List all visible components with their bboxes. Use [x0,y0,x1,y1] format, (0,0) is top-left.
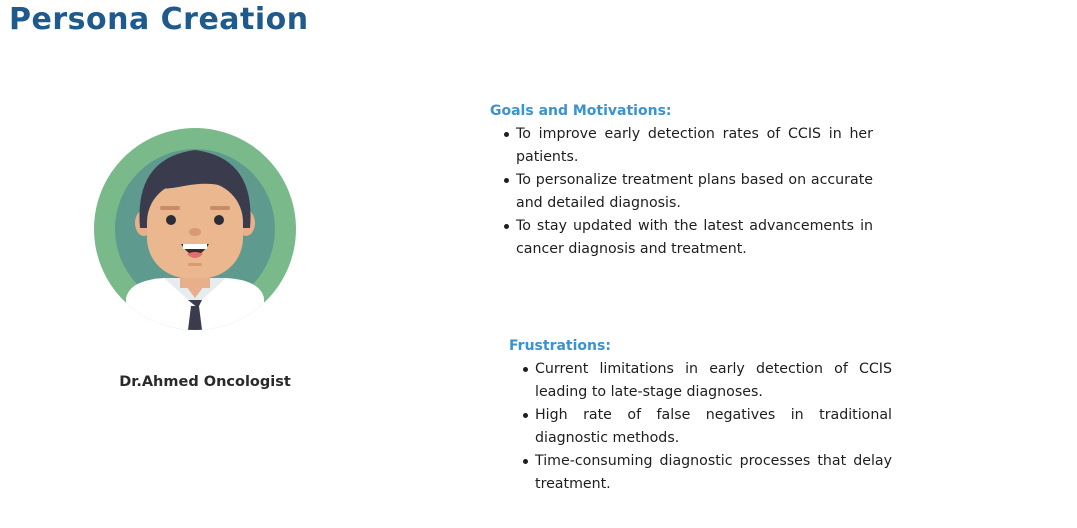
list-item: Time-consuming diagnostic processes that… [521,450,892,495]
goals-list: To improve early detection rates of CCIS… [490,123,880,260]
frustrations-list: Current limitations in early detection o… [509,358,899,495]
doctor-avatar-icon [94,128,296,330]
list-item: High rate of false negatives in traditio… [521,404,892,449]
list-item: To personalize treatment plans based on … [502,169,873,214]
list-item: To stay updated with the latest advancem… [502,215,873,260]
goals-section: Goals and Motivations: To improve early … [490,101,880,261]
list-item: Current limitations in early detection o… [521,358,892,403]
persona-avatar [94,128,296,330]
page-title: Persona Creation [9,2,309,37]
list-item: To improve early detection rates of CCIS… [502,123,873,168]
persona-name: Dr.Ahmed Oncologist [119,374,291,390]
frustrations-heading: Frustrations: [509,338,611,354]
goals-heading: Goals and Motivations: [490,103,672,119]
frustrations-section: Frustrations: Current limitations in ear… [509,336,899,496]
